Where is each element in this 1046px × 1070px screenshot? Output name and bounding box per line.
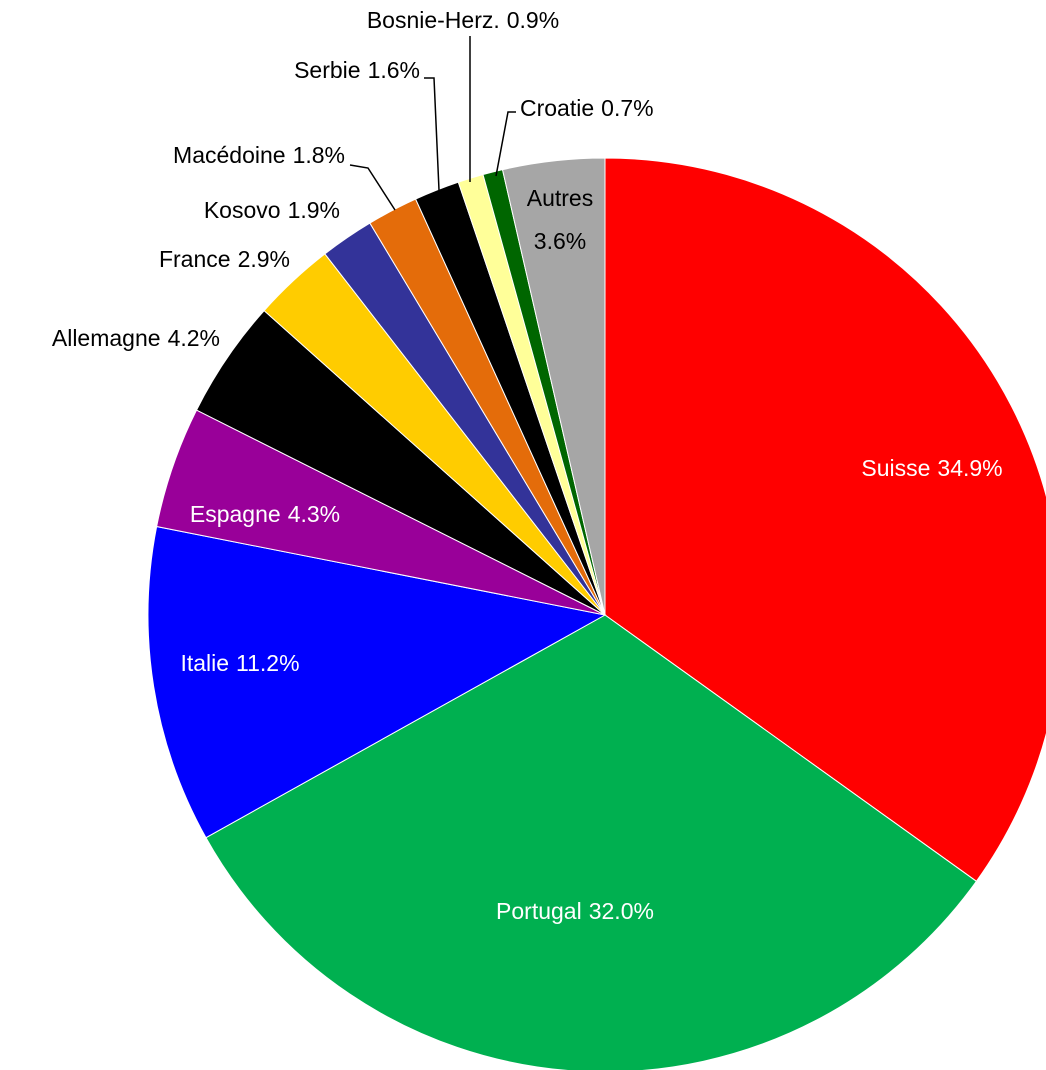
label-value: 0.9%: [507, 7, 559, 33]
pie-slice: [205, 614, 978, 1070]
label-name: Autres: [527, 185, 593, 211]
label-value: 1.6%: [368, 57, 420, 83]
label-name: France: [159, 246, 231, 272]
label-value: 4.2%: [168, 325, 220, 351]
label-value: 3.6%: [534, 228, 586, 254]
label-name: Suisse: [861, 455, 930, 481]
label-value: 4.3%: [288, 501, 340, 527]
label-value: 0.7%: [601, 95, 653, 121]
label-name: Kosovo: [204, 197, 281, 223]
label-name: Italie: [180, 650, 229, 676]
labels: Suisse 34.9% Portugal 32.0% Italie 11.2% Espag…: [52, 7, 1003, 924]
label-name: Portugal: [496, 898, 582, 924]
label-name: Serbie: [294, 57, 360, 83]
label-name: Macédoine: [173, 142, 286, 168]
data-label: Espagne 4.3%: [190, 501, 340, 527]
label-value: 2.9%: [238, 246, 290, 272]
data-label: Kosovo 1.9%: [204, 197, 340, 223]
pie-slice: [147, 525, 607, 839]
label-name: Espagne: [190, 501, 281, 527]
pie-slice: [604, 157, 1046, 882]
data-label: Italie 11.2%: [180, 650, 299, 676]
data-label: Bosnie-Herz. 0.9%: [367, 7, 559, 33]
data-label: Suisse 34.9%: [861, 455, 1002, 481]
label-value: 34.9%: [937, 455, 1002, 481]
data-label: Croatie 0.7%: [520, 95, 654, 121]
slices: [147, 157, 1046, 1070]
data-label: Autres 3.6%: [527, 185, 593, 254]
label-value: 1.8%: [293, 142, 345, 168]
pie-slice: [501, 157, 606, 616]
data-label: Portugal 32.0%: [496, 898, 654, 924]
leader-line: [424, 77, 440, 191]
label-name: Allemagne: [52, 325, 161, 351]
data-label: Macédoine 1.8%: [173, 142, 345, 168]
label-name: Croatie: [520, 95, 594, 121]
leader-line: [349, 164, 396, 211]
label-name: Bosnie-Herz.: [367, 7, 500, 33]
leader-line: [495, 111, 516, 177]
data-label: France 2.9%: [159, 246, 290, 272]
label-value: 11.2%: [236, 650, 300, 676]
data-label: Allemagne 4.2%: [52, 325, 220, 351]
label-value: 1.9%: [288, 197, 340, 223]
data-label: Serbie 1.6%: [294, 57, 420, 83]
label-value: 32.0%: [589, 898, 654, 924]
